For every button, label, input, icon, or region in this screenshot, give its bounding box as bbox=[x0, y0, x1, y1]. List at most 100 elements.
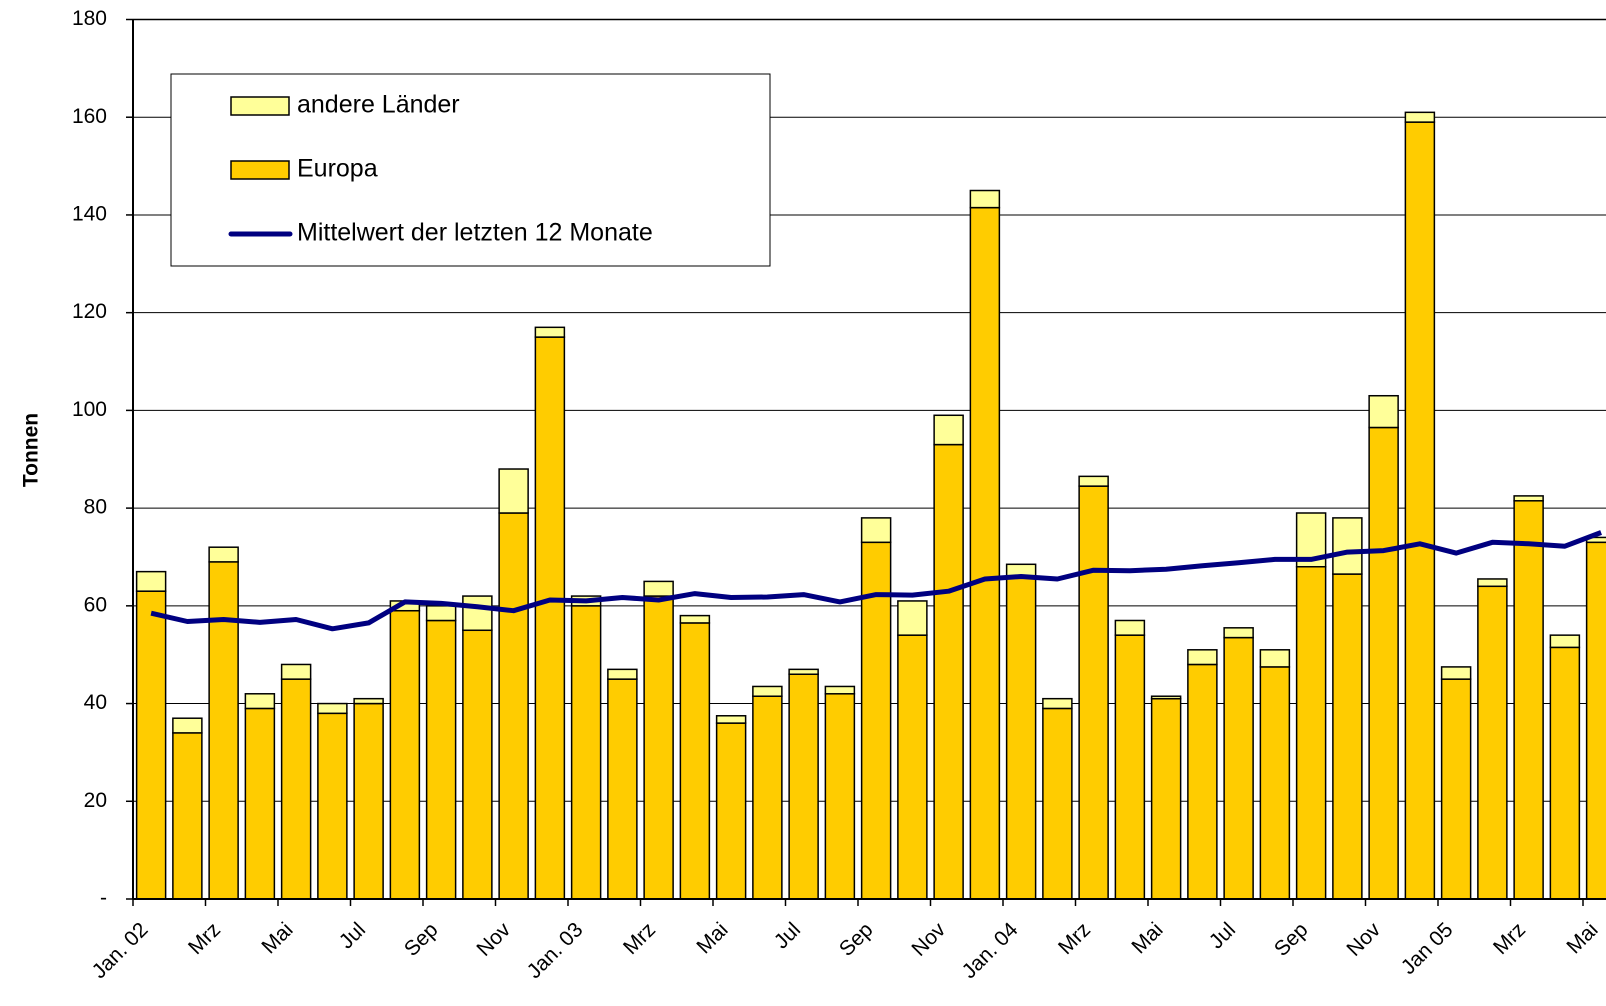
bar-segment bbox=[280, 663, 312, 680]
y-axis-title: Tonnen bbox=[20, 413, 43, 487]
bar-segment bbox=[679, 614, 711, 624]
bar-segment bbox=[788, 668, 819, 675]
bar-segment bbox=[1150, 697, 1182, 900]
y-tick-label: 20 bbox=[84, 789, 107, 812]
bar-segment bbox=[752, 695, 783, 900]
x-tick-label: Nov bbox=[472, 918, 515, 961]
bar-segment bbox=[1114, 634, 1146, 900]
bar-segment bbox=[1368, 394, 1399, 429]
y-tick-label: 160 bbox=[72, 105, 107, 128]
bar-segment bbox=[208, 546, 239, 563]
bar-segment bbox=[1332, 517, 1363, 575]
bar-segment bbox=[425, 605, 457, 622]
bar-segment bbox=[1187, 649, 1218, 666]
bar-segment bbox=[317, 702, 348, 715]
bar-segment bbox=[1259, 649, 1291, 668]
x-tick-label: Mrz bbox=[1489, 918, 1530, 959]
x-tick-label: Jul bbox=[770, 918, 805, 953]
bar-segment bbox=[244, 707, 276, 900]
bar-segment bbox=[244, 693, 276, 710]
x-tick-label: Jan 05 bbox=[1397, 918, 1458, 979]
bar-segment bbox=[1368, 426, 1399, 900]
bar-segment bbox=[534, 326, 566, 338]
bar-segment bbox=[498, 512, 529, 900]
bar-segment bbox=[1295, 565, 1327, 900]
bar-segment bbox=[317, 712, 348, 900]
x-tick-label: Sep bbox=[1270, 918, 1313, 961]
bar-segment bbox=[1150, 695, 1182, 700]
bar-segment bbox=[208, 561, 239, 900]
bar-segment bbox=[860, 517, 892, 544]
bar-segment bbox=[643, 580, 674, 597]
bar-segment bbox=[1005, 575, 1037, 900]
bar-segment bbox=[1440, 666, 1472, 680]
bar-segment bbox=[715, 715, 747, 724]
bar-segment bbox=[135, 590, 167, 900]
bar-segment bbox=[860, 541, 892, 900]
bar-segment bbox=[280, 678, 312, 900]
x-tick-label: Mai bbox=[257, 918, 297, 958]
x-tick-label: Mai bbox=[1562, 918, 1602, 958]
bar-segment bbox=[1404, 121, 1436, 900]
bar-segment bbox=[824, 685, 856, 695]
bar-segment bbox=[1477, 578, 1508, 588]
y-tick-label: 180 bbox=[72, 7, 107, 30]
x-tick-label: Nov bbox=[907, 918, 950, 961]
bar-segment bbox=[897, 600, 928, 636]
y-tick-label: - bbox=[100, 887, 107, 910]
bar-segment bbox=[353, 697, 384, 705]
y-tick-label: 140 bbox=[72, 202, 107, 225]
bar-segment bbox=[752, 685, 783, 697]
y-tick-label: 80 bbox=[84, 496, 107, 519]
bar-segment bbox=[1585, 541, 1606, 900]
bar-segment bbox=[1404, 111, 1436, 123]
x-tick-label: Jul bbox=[335, 918, 370, 953]
x-tick-label: Mai bbox=[1127, 918, 1167, 958]
legend-label: Mittelwert der letzten 12 Monate bbox=[297, 219, 653, 247]
bar-segment bbox=[135, 570, 167, 592]
bar-segment bbox=[1042, 697, 1073, 710]
bar-segment bbox=[425, 619, 457, 900]
bar-segment bbox=[1440, 678, 1472, 900]
bar-segment bbox=[788, 673, 819, 900]
bar-segment bbox=[1223, 627, 1254, 639]
bar-segment bbox=[643, 595, 674, 900]
bar-segment bbox=[1549, 646, 1581, 900]
x-tick-label: Mrz bbox=[1054, 918, 1095, 959]
x-tick-label: Sep bbox=[835, 918, 878, 961]
legend-marker bbox=[230, 96, 290, 116]
bar-segment bbox=[353, 702, 384, 900]
bar-segment bbox=[570, 605, 602, 900]
bar-segment bbox=[1477, 585, 1508, 900]
bar-segment bbox=[1042, 707, 1073, 900]
legend-label: andere Länder bbox=[297, 91, 460, 119]
bar-segment bbox=[1332, 573, 1363, 900]
x-tick-label: Jan. 02 bbox=[88, 918, 153, 983]
bar-segment bbox=[1513, 495, 1544, 502]
bar-segment bbox=[1259, 666, 1291, 900]
bar-segment bbox=[534, 336, 566, 900]
x-tick-label: Mrz bbox=[184, 918, 225, 959]
bar-segment bbox=[172, 732, 203, 900]
x-tick-label: Jan. 03 bbox=[523, 918, 588, 983]
bar-segment bbox=[969, 189, 1001, 209]
bar-segment bbox=[607, 668, 638, 680]
bar-segment bbox=[969, 206, 1001, 900]
x-tick-label: Mai bbox=[692, 918, 732, 958]
bar-segment bbox=[897, 634, 928, 900]
y-tick-label: 100 bbox=[72, 398, 107, 421]
legend-marker bbox=[230, 160, 290, 180]
bar-segment bbox=[1549, 634, 1581, 649]
x-tick-label: Mrz bbox=[619, 918, 660, 959]
bar-segment bbox=[607, 678, 638, 900]
legend-label: Europa bbox=[297, 155, 378, 183]
bar-segment bbox=[172, 717, 203, 734]
bar-segment bbox=[1513, 500, 1544, 900]
bar-segment bbox=[715, 722, 747, 900]
bar-segment bbox=[824, 693, 856, 900]
x-tick-label: Jul bbox=[1205, 918, 1240, 953]
y-tick-label: 60 bbox=[84, 593, 107, 616]
bar-segment bbox=[1187, 663, 1218, 900]
bar-segment bbox=[1114, 619, 1146, 636]
bar-segment bbox=[1078, 485, 1109, 900]
